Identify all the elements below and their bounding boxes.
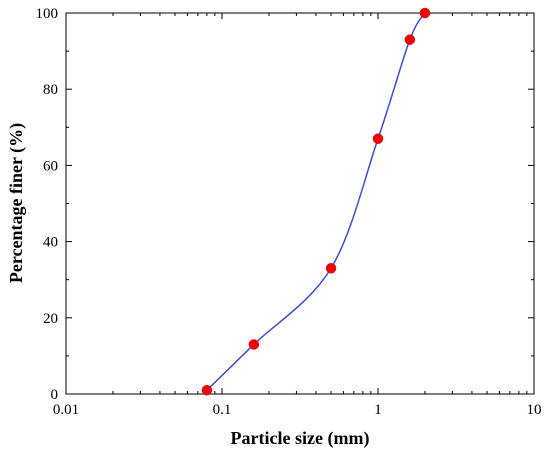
x-tick-label: 1 [374, 402, 382, 418]
x-tick-label: 0.1 [213, 402, 232, 418]
series-line [206, 12, 426, 391]
data-point [325, 263, 337, 274]
y-tick-label: 80 [43, 82, 58, 98]
data-point [372, 133, 384, 144]
y-tick-label: 100 [36, 6, 59, 22]
data-point [248, 339, 260, 350]
data-point [419, 7, 431, 19]
axis-ticks [65, 12, 535, 395]
data-point [201, 384, 213, 396]
y-tick-label: 60 [43, 158, 58, 174]
plot-frame [65, 12, 535, 395]
x-axis-title: Particle size (mm) [231, 428, 370, 449]
y-tick-label: 0 [51, 387, 59, 403]
x-tick-label: 0.01 [53, 402, 79, 418]
y-tick-label: 40 [43, 235, 58, 251]
x-tick-label: 10 [527, 402, 542, 418]
series-layer [201, 7, 431, 396]
y-tick-label: 20 [43, 311, 58, 327]
data-point [404, 34, 416, 45]
y-axis-title: Percentage finer (%) [6, 123, 27, 283]
